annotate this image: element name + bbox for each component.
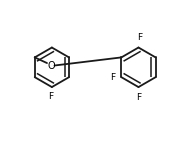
Text: F: F xyxy=(137,33,142,42)
Text: F: F xyxy=(48,92,54,101)
Text: O: O xyxy=(47,60,55,71)
Text: F: F xyxy=(136,93,141,102)
Text: F: F xyxy=(111,73,116,82)
